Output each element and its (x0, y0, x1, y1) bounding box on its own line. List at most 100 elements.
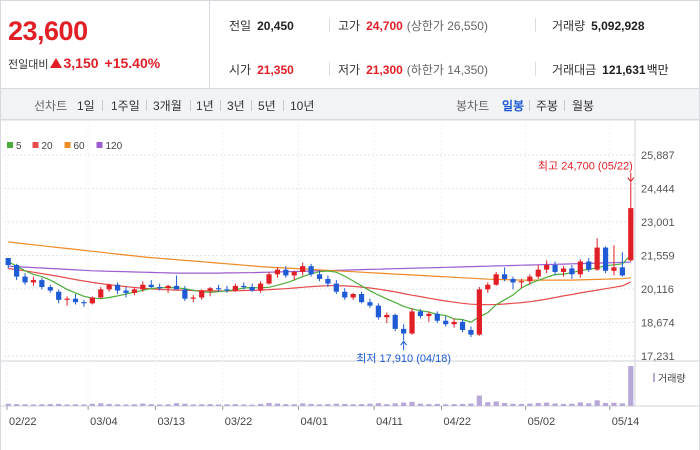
volume-bar (409, 401, 415, 406)
x-tick-label: 04/22 (443, 416, 471, 428)
volume-bar (544, 402, 550, 406)
volume-bar (384, 404, 390, 406)
candle-body (207, 288, 213, 291)
period-1w-button[interactable]: 1주일 (111, 99, 140, 113)
period-3y-button[interactable]: 3년 (227, 99, 245, 113)
candle-body (232, 285, 238, 291)
stat-label: 시가 (229, 63, 252, 77)
candle-body (215, 288, 222, 290)
volume-bar (140, 403, 146, 406)
candle-body (131, 289, 138, 293)
candle-body (148, 284, 154, 288)
stat-value: 24,700 (366, 19, 403, 33)
candle-body (39, 280, 45, 288)
volume-bar (207, 404, 213, 406)
ma60-line (8, 241, 631, 281)
volume-bar (72, 404, 79, 406)
candle-body (5, 258, 11, 265)
candle-body (510, 278, 516, 283)
volume-bar (157, 404, 163, 406)
volume-bar (527, 403, 533, 406)
weekly-candle-button[interactable]: 주봉 (536, 99, 559, 113)
candle-body (594, 247, 600, 270)
volume-bar (39, 404, 45, 406)
candle-body (628, 208, 634, 261)
y-tick-label: 24,444 (641, 184, 675, 196)
candle-body (241, 285, 247, 288)
period-1d-button[interactable]: 1일 (77, 99, 95, 113)
candle-body (114, 284, 121, 291)
legend-label: 120 (106, 141, 123, 152)
stat-unit: 백만 (646, 63, 669, 77)
volume-bar (611, 402, 617, 406)
candle-body (291, 271, 297, 276)
candle-body (392, 314, 398, 329)
volume-bar (241, 404, 247, 406)
volume-bar (291, 404, 297, 406)
change-rate: +15.40% (104, 55, 161, 71)
upper-limit-note: (상한가 26,550) (406, 19, 488, 33)
y-tick-label: 23,001 (641, 217, 675, 229)
candle-body (375, 305, 382, 318)
candle-body (409, 311, 415, 334)
stat-label: 전일 (229, 19, 252, 33)
volume-bar (64, 404, 70, 406)
x-tick-label: 03/22 (225, 416, 253, 428)
period-10y-button[interactable]: 10년 (290, 99, 315, 113)
high-price-annotation: 최고 24,700 (05/22) (538, 160, 633, 173)
volume-bar (14, 404, 20, 406)
daily-candle-button[interactable]: 일봉 (502, 99, 525, 113)
candle-body (577, 261, 583, 275)
divider (329, 18, 330, 32)
legend-label: 5 (16, 141, 22, 152)
volume-bar (148, 404, 154, 406)
candle-body (384, 314, 390, 318)
candle-body (106, 284, 112, 290)
stat-label: 저가 (338, 63, 361, 77)
candle-body (81, 302, 87, 304)
volume-bar (342, 403, 348, 406)
x-tick-label: 04/01 (300, 416, 328, 428)
volume-bar (451, 404, 457, 406)
candle-body (140, 284, 146, 290)
stat-volume: 거래량 5,092,928 (552, 17, 645, 34)
candle-body (266, 274, 272, 284)
y-tick-label: 17,231 (641, 351, 675, 363)
legend-swatch (7, 142, 13, 148)
period-5y-button[interactable]: 5년 (258, 99, 276, 113)
volume-bar (215, 404, 222, 406)
volume-bar (257, 403, 264, 406)
period-1y-button[interactable]: 1년 (196, 99, 214, 113)
volume-bar (459, 403, 466, 406)
y-tick-label: 25,887 (641, 150, 675, 162)
volume-bar (577, 402, 583, 406)
legend-swatch (64, 142, 71, 148)
volume-bar (249, 404, 255, 406)
volume-bar (30, 404, 37, 406)
volume-bar (493, 401, 499, 406)
candle-body (560, 268, 567, 272)
candle-body (602, 247, 609, 271)
candle-body (333, 283, 339, 292)
candle-body (157, 287, 163, 289)
candle-body (417, 311, 424, 317)
change-value: 3,150 (63, 55, 99, 71)
volume-bar (123, 404, 129, 406)
volume-bar (47, 404, 53, 406)
volume-bar (283, 404, 289, 406)
stock-chart[interactable]: 25,887 24,444 23,001 21,559 20,116 18,674 17,2… (0, 120, 700, 450)
candle-body (308, 266, 314, 275)
candle-body (401, 328, 407, 334)
volume-bar (375, 403, 382, 406)
candle-body (443, 320, 449, 325)
stat-value: 21,300 (366, 63, 403, 77)
volume-bar (602, 402, 609, 406)
candle-body (325, 278, 331, 284)
stat-open: 시가 21,350 (229, 61, 294, 78)
candlestick-chart-svg[interactable]: 25,887 24,444 23,001 21,559 20,116 18,674 17,2… (1, 120, 699, 450)
candle-body (350, 294, 356, 298)
monthly-candle-button[interactable]: 월봉 (572, 99, 595, 113)
candle-body (300, 266, 306, 272)
period-3m-button[interactable]: 3개월 (153, 99, 182, 113)
candle-body (173, 285, 180, 290)
